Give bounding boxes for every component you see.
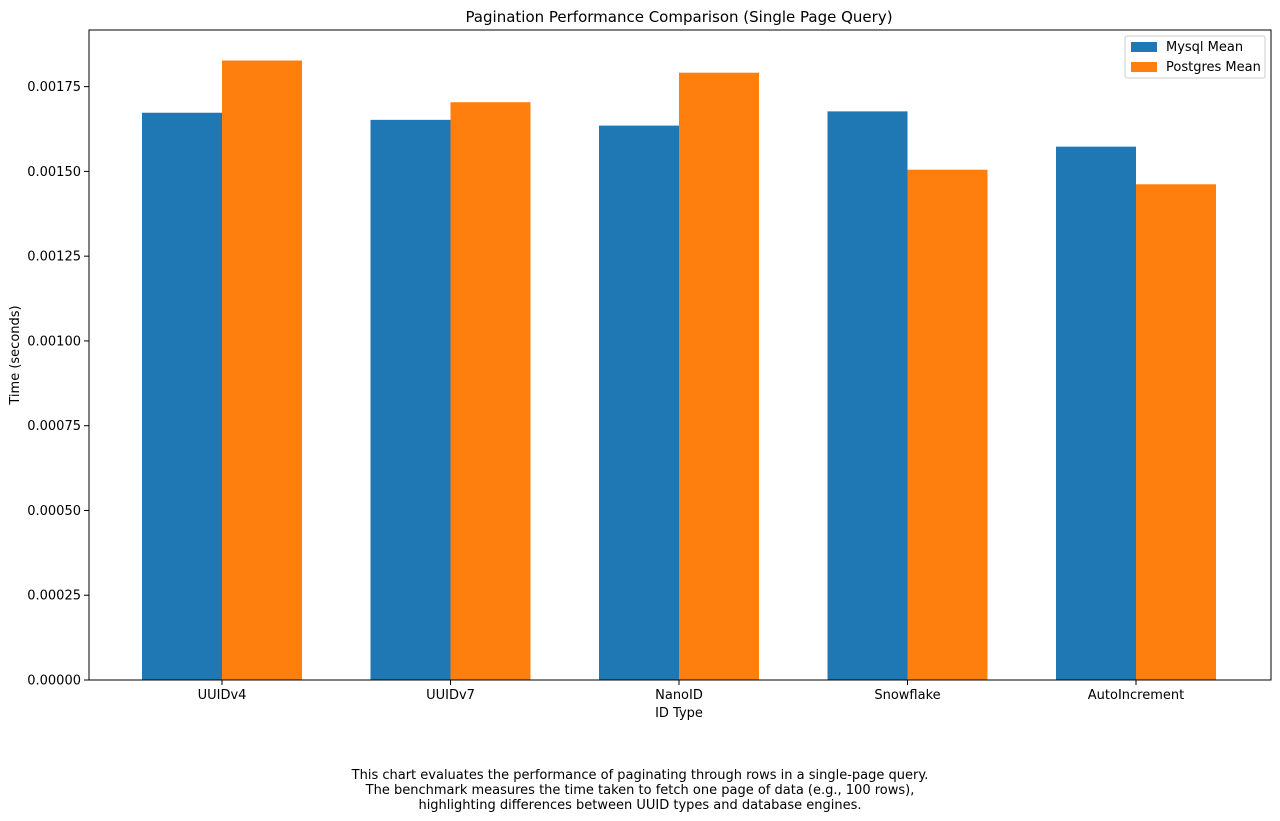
bars-layer <box>142 60 1216 681</box>
bar-mysql-mean-nanoid <box>599 125 679 680</box>
bar-postgres-mean-uuidv7 <box>450 102 531 680</box>
x-tick-label: Snowflake <box>874 688 940 703</box>
y-tick-label: 0.00025 <box>27 589 81 604</box>
caption-line: This chart evaluates the performance of … <box>351 768 929 783</box>
bar-postgres-mean-autoincrement <box>1136 184 1216 680</box>
y-tick-label: 0.00050 <box>27 504 81 519</box>
legend-label-postgres: Postgres Mean <box>1166 60 1261 75</box>
bar-postgres-mean-nanoid <box>679 72 759 680</box>
y-tick-label: 0.00000 <box>27 674 81 689</box>
x-axis-label: ID Type <box>655 706 703 721</box>
chart-title: Pagination Performance Comparison (Singl… <box>465 8 892 26</box>
caption-line: The benchmark measures the time taken to… <box>365 783 915 798</box>
y-tick-label: 0.00150 <box>27 165 81 180</box>
legend-swatch-postgres <box>1131 62 1157 72</box>
y-axis-label: Time (seconds) <box>8 305 23 405</box>
bar-mysql-mean-snowflake <box>827 111 908 681</box>
legend-label-mysql: Mysql Mean <box>1166 40 1243 55</box>
x-tick-label: AutoIncrement <box>1088 688 1184 703</box>
y-tick-label: 0.00100 <box>27 334 81 349</box>
y-tick-label: 0.00075 <box>27 419 81 434</box>
y-axis: 0.00000 0.00025 0.00050 0.00075 0.00100 0.001… <box>27 80 89 689</box>
plot-frame <box>88 29 1272 681</box>
x-tick-label: NanoID <box>655 688 703 703</box>
bar-postgres-mean-uuidv4 <box>222 60 302 681</box>
x-tick-label: UUIDv4 <box>198 688 247 703</box>
caption-line: highlighting differences between UUID ty… <box>418 798 862 813</box>
bar-mysql-mean-uuidv7 <box>370 119 451 680</box>
y-tick-label: 0.00125 <box>27 250 81 265</box>
bar-mysql-mean-autoincrement <box>1056 146 1136 681</box>
legend-swatch-mysql <box>1131 42 1157 52</box>
x-tick-label: UUIDv7 <box>426 688 475 703</box>
bar-mysql-mean-uuidv4 <box>142 112 222 680</box>
y-tick-label: 0.00175 <box>27 80 81 95</box>
legend: Mysql Mean Postgres Mean <box>1124 35 1266 79</box>
bar-postgres-mean-snowflake <box>907 169 988 680</box>
x-axis: UUIDv4 UUIDv7 NanoID Snowflake AutoIncrement <box>198 680 1184 703</box>
legend-frame <box>1124 35 1266 79</box>
